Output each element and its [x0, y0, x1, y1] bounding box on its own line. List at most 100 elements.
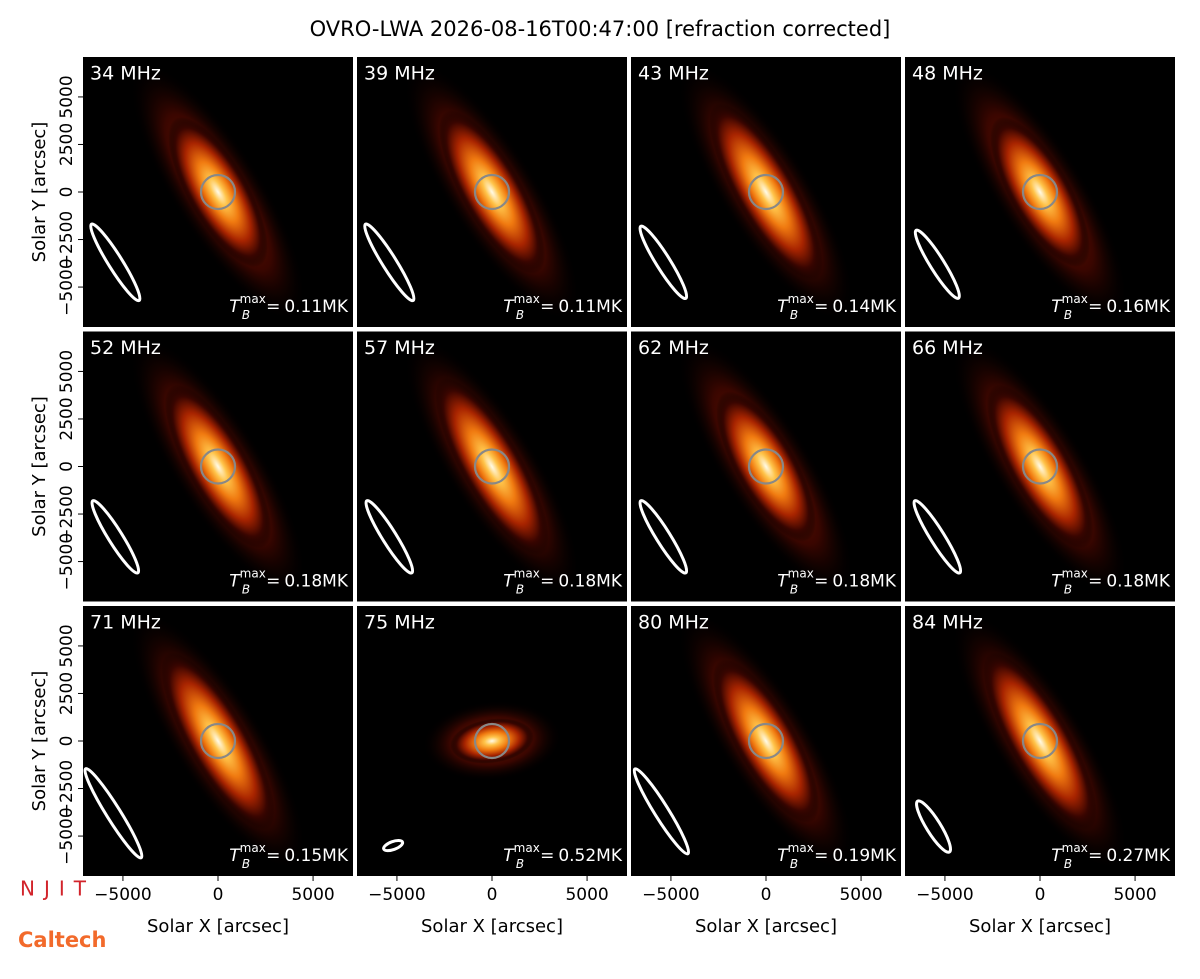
image [363, 62, 581, 322]
tb-sub: B [242, 582, 250, 596]
tb-sup: max [788, 292, 814, 306]
tb-relation: = [814, 846, 828, 866]
tb-relation: = [266, 846, 280, 866]
beam [913, 228, 961, 300]
tb-relation: = [266, 297, 280, 317]
frequency-label: 57 MHz [364, 337, 435, 359]
tb-unit: MK [1144, 572, 1171, 592]
y-tick-label: −5000 [57, 807, 77, 865]
tb-symbol: T [503, 572, 515, 592]
emission [983, 652, 1097, 830]
tb-unit: MK [322, 572, 349, 592]
tb-unit: MK [1144, 846, 1171, 866]
x-tick-label: 5000 [839, 885, 882, 905]
emission [990, 116, 1090, 268]
tb-unit: MK [322, 846, 349, 866]
tb-relation: = [540, 297, 554, 317]
solar-disk [199, 173, 237, 211]
image [89, 62, 307, 322]
image [90, 337, 307, 596]
tb-sub: B [790, 582, 798, 596]
tb-unit: MK [596, 572, 623, 592]
tb-value: 0.18 [284, 572, 322, 592]
solar-disk [473, 722, 511, 760]
emission [716, 391, 816, 542]
beam [83, 767, 144, 860]
tb-symbol: T [503, 846, 515, 866]
tb-label: Tmax B = 0.16MK [1051, 292, 1171, 322]
tb-relation: = [1088, 572, 1102, 592]
tb-label: Tmax B = 0.14MK [777, 292, 897, 322]
y-tick-label: 2500 [57, 397, 77, 440]
tb-unit: MK [870, 297, 897, 317]
solar-disk [199, 448, 237, 485]
tb-value: 0.11 [284, 297, 322, 317]
tb-value: 0.14 [832, 297, 870, 317]
beam [912, 499, 963, 575]
solar-disk [1021, 173, 1059, 211]
x-tick-label: −5000 [642, 885, 700, 905]
y-tick-label: 5000 [57, 350, 77, 393]
tb-symbol: T [1051, 572, 1063, 592]
tb-value: 0.18 [1106, 572, 1144, 592]
tb-sub: B [790, 308, 798, 322]
tb-sub: B [1064, 582, 1072, 596]
x-tick-label: 0 [213, 885, 224, 905]
image [364, 337, 581, 596]
image [913, 62, 1129, 322]
y-axis-label: Solar Y [arcsec] [29, 122, 50, 263]
tb-sup: max [240, 841, 266, 855]
panel: 84 MHz Tmax B = 0.27MK [905, 606, 1175, 876]
tb-sup: max [788, 566, 814, 580]
beam [915, 799, 952, 854]
figure-title: OVRO-LWA 2026-08-16T00:47:00 [refraction… [310, 17, 891, 41]
tb-sup: max [240, 566, 266, 580]
tb-label: Tmax B = 0.52MK [503, 841, 623, 871]
y-tick-label: −2500 [57, 211, 77, 269]
y-tick-label: −5000 [57, 533, 77, 591]
tb-unit: MK [870, 572, 897, 592]
logo-njit: NJIT [20, 877, 95, 901]
frequency-label: 66 MHz [912, 337, 983, 359]
frequency-label: 84 MHz [912, 612, 983, 634]
tb-relation: = [814, 572, 828, 592]
frequency-label: 75 MHz [364, 612, 435, 634]
tb-symbol: T [777, 297, 789, 317]
y-tick-label: 0 [57, 461, 77, 472]
tb-sup: max [1062, 292, 1088, 306]
tb-symbol: T [777, 846, 789, 866]
solar-disk [473, 448, 511, 485]
tb-value: 0.15 [284, 846, 322, 866]
panel: 80 MHz Tmax B = 0.19MK [631, 606, 901, 876]
panel: 57 MHz Tmax B = 0.18MK [357, 331, 627, 602]
tb-sup: max [788, 841, 814, 855]
panel: 43 MHz Tmax B = 0.14MK [631, 57, 901, 327]
tb-unit: MK [596, 297, 623, 317]
image [83, 611, 307, 871]
tb-sup: max [514, 292, 540, 306]
tb-sup: max [1062, 841, 1088, 855]
x-axis-label: Solar X [arcsec] [695, 916, 837, 937]
tb-sub: B [242, 308, 250, 322]
frequency-label: 48 MHz [912, 63, 983, 85]
panel: 48 MHz Tmax B = 0.16MK [905, 57, 1175, 327]
tb-value: 0.18 [832, 572, 870, 592]
tb-unit: MK [322, 297, 349, 317]
tb-sup: max [514, 841, 540, 855]
tb-value: 0.18 [558, 572, 596, 592]
y-axis-label: Solar Y [arcsec] [29, 671, 50, 812]
tb-label: Tmax B = 0.18MK [229, 566, 349, 596]
tb-sub: B [1064, 308, 1072, 322]
frequency-label: 71 MHz [90, 612, 161, 634]
tb-relation: = [1088, 297, 1102, 317]
y-tick-label: −2500 [57, 760, 77, 818]
tb-symbol: T [1051, 846, 1063, 866]
x-tick-label: 0 [1035, 885, 1046, 905]
frequency-label: 62 MHz [638, 337, 709, 359]
tb-sub: B [516, 582, 524, 596]
frequency-label: 34 MHz [90, 63, 161, 85]
solar-disk [747, 448, 785, 485]
image [915, 611, 1129, 871]
tb-symbol: T [229, 572, 241, 592]
tb-relation: = [540, 572, 554, 592]
